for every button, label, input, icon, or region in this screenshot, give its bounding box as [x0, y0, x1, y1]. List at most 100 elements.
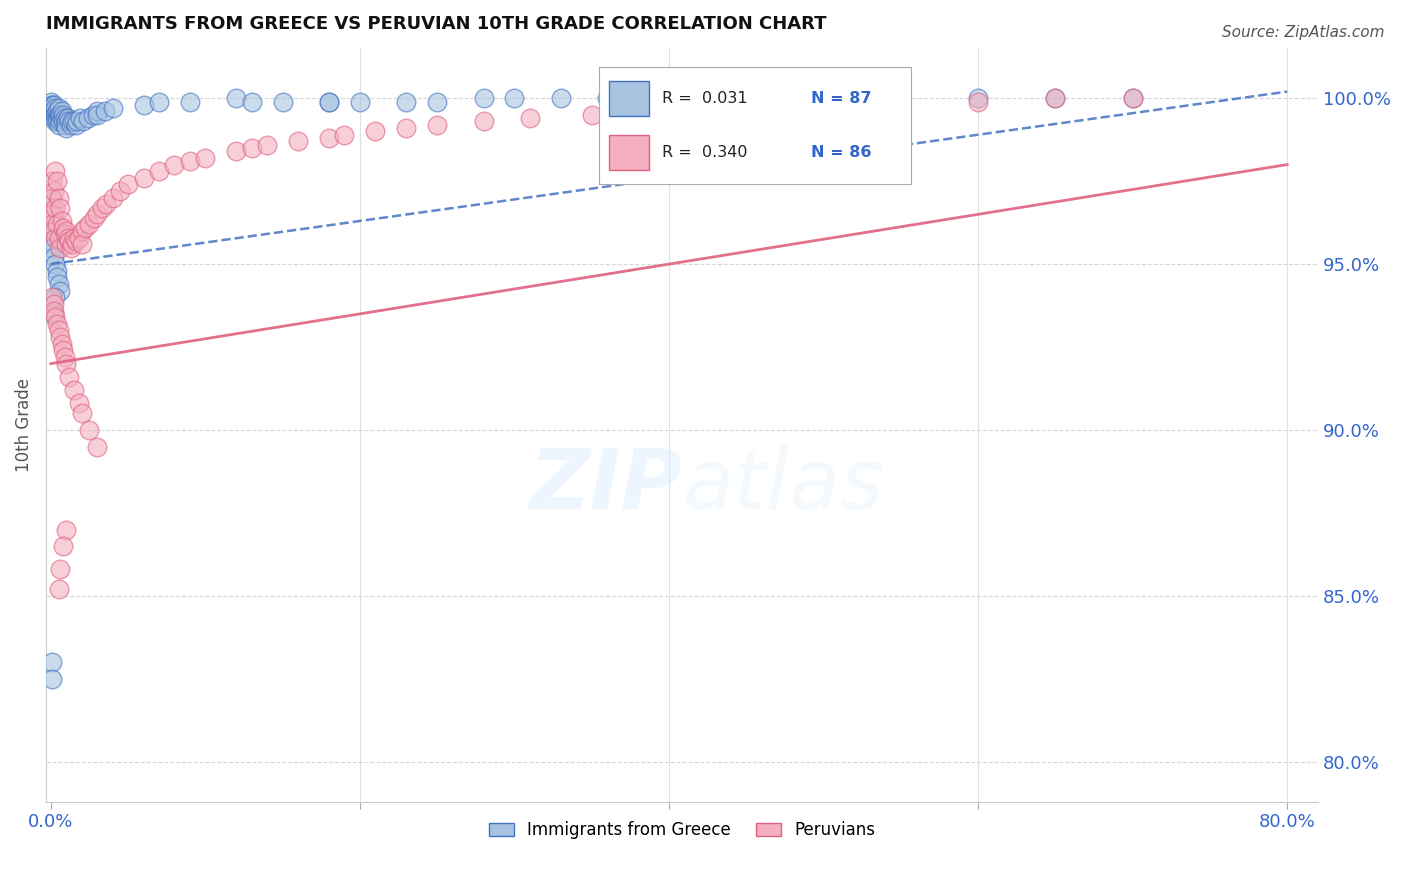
Point: [41, 655, 63, 669]
Point: [256, 137, 278, 152]
Point: [48, 191, 70, 205]
Point: [110, 184, 132, 198]
Point: [42, 237, 65, 252]
Point: [44, 310, 66, 325]
Point: [52, 539, 75, 553]
Point: [271, 95, 294, 109]
Point: [148, 95, 170, 109]
Point: [364, 124, 387, 138]
Point: [426, 118, 449, 132]
Point: [69, 111, 91, 125]
Point: [66, 114, 89, 128]
Point: [42, 207, 65, 221]
Point: [1045, 91, 1067, 105]
Point: [46, 111, 69, 125]
Point: [44, 230, 66, 244]
Point: [59, 118, 82, 132]
Point: [395, 121, 418, 136]
Point: [70, 406, 93, 420]
Point: [46, 264, 69, 278]
Point: [318, 95, 340, 109]
Point: [55, 357, 77, 371]
Point: [39, 191, 62, 205]
Point: [44, 101, 66, 115]
Point: [46, 174, 69, 188]
Point: [58, 114, 80, 128]
Point: [48, 111, 70, 125]
Point: [41, 240, 63, 254]
Point: [658, 101, 681, 115]
Text: IMMIGRANTS FROM GREECE VS PERUVIAN 10TH GRADE CORRELATION CHART: IMMIGRANTS FROM GREECE VS PERUVIAN 10TH …: [46, 15, 827, 33]
Text: atlas: atlas: [682, 445, 884, 525]
Point: [49, 108, 72, 122]
Point: [51, 111, 73, 125]
Point: [51, 336, 73, 351]
Point: [56, 230, 79, 244]
Point: [42, 251, 65, 265]
Point: [658, 91, 681, 105]
Point: [581, 108, 603, 122]
Point: [53, 227, 76, 242]
Point: [79, 423, 101, 437]
Point: [596, 91, 619, 105]
Point: [79, 217, 101, 231]
Point: [56, 111, 79, 125]
Point: [179, 95, 201, 109]
Point: [53, 111, 76, 125]
Point: [90, 201, 112, 215]
Point: [42, 297, 65, 311]
Point: [132, 98, 155, 112]
Point: [41, 191, 63, 205]
Point: [44, 257, 66, 271]
Point: [41, 98, 63, 112]
Point: [148, 164, 170, 178]
Point: [46, 217, 69, 231]
Point: [42, 104, 65, 119]
Point: [472, 91, 495, 105]
Point: [41, 217, 63, 231]
Point: [55, 114, 77, 128]
Point: [55, 121, 77, 136]
Point: [48, 108, 70, 122]
Point: [426, 95, 449, 109]
Point: [49, 114, 72, 128]
Point: [59, 240, 82, 254]
Point: [395, 95, 418, 109]
Point: [94, 104, 117, 119]
Point: [46, 270, 69, 285]
Point: [1045, 91, 1067, 105]
Text: ZIP: ZIP: [530, 445, 682, 525]
Point: [39, 207, 62, 221]
Point: [890, 91, 912, 105]
Point: [318, 95, 340, 109]
Point: [101, 101, 124, 115]
Point: [52, 108, 75, 122]
Point: [751, 98, 773, 112]
Point: [41, 207, 63, 221]
Point: [86, 108, 108, 122]
Point: [51, 214, 73, 228]
Point: [62, 237, 84, 252]
Point: [82, 108, 104, 122]
Point: [53, 350, 76, 364]
Point: [41, 224, 63, 238]
Point: [349, 95, 371, 109]
Point: [44, 108, 66, 122]
Point: [48, 118, 70, 132]
Point: [41, 174, 63, 188]
Point: [83, 211, 105, 225]
Point: [65, 118, 87, 132]
Point: [225, 145, 247, 159]
Point: [58, 370, 80, 384]
Point: [62, 114, 84, 128]
Point: [42, 108, 65, 122]
Point: [63, 114, 86, 128]
Point: [49, 201, 72, 215]
Point: [41, 672, 63, 686]
Text: Source: ZipAtlas.com: Source: ZipAtlas.com: [1222, 25, 1385, 40]
Point: [44, 230, 66, 244]
Point: [44, 164, 66, 178]
Point: [46, 104, 69, 119]
Point: [55, 523, 77, 537]
Point: [519, 111, 541, 125]
